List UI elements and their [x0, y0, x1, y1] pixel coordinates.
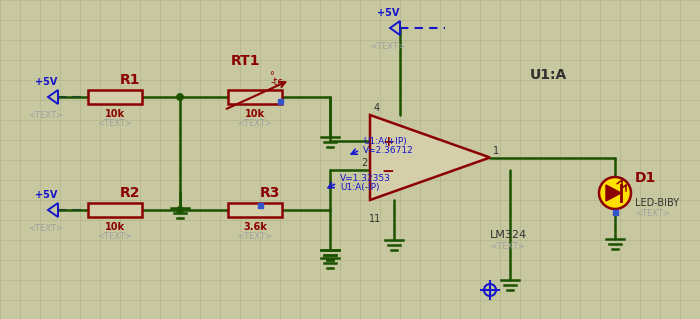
Text: 10k: 10k: [105, 109, 125, 119]
Text: <TEXT>: <TEXT>: [97, 119, 132, 128]
Text: U1:A: U1:A: [530, 68, 567, 82]
Text: R2: R2: [120, 186, 141, 200]
Text: −: −: [382, 164, 394, 179]
Text: V=1.32353: V=1.32353: [340, 174, 391, 183]
Text: <TEXT>: <TEXT>: [97, 232, 132, 241]
Text: 2: 2: [360, 158, 367, 168]
Text: +5V: +5V: [35, 77, 57, 87]
Text: <TEXT>: <TEXT>: [237, 232, 272, 241]
Text: D1: D1: [635, 171, 657, 185]
Text: RT1: RT1: [230, 54, 260, 68]
Circle shape: [599, 177, 631, 209]
Text: R1: R1: [120, 73, 141, 87]
Bar: [612, 210, 617, 214]
Text: U1:A(+IP): U1:A(+IP): [363, 137, 407, 146]
Text: <TEXT>: <TEXT>: [635, 209, 670, 218]
Text: -tc: -tc: [271, 77, 284, 87]
Text: +5V: +5V: [377, 8, 399, 18]
Text: <TEXT>: <TEXT>: [370, 42, 405, 51]
Text: 4: 4: [374, 103, 380, 113]
Text: R3: R3: [260, 186, 281, 200]
Text: +: +: [382, 135, 394, 149]
Text: 3.6k: 3.6k: [243, 222, 267, 232]
Text: <TEXT>: <TEXT>: [490, 242, 525, 251]
Text: 10k: 10k: [105, 222, 125, 232]
Polygon shape: [370, 115, 490, 200]
Bar: [88, 203, 142, 217]
Circle shape: [177, 207, 183, 213]
Text: 11: 11: [369, 214, 381, 224]
Bar: [258, 203, 262, 207]
Text: 1: 1: [493, 145, 499, 155]
Text: LM324: LM324: [490, 230, 527, 240]
Text: <TEXT>: <TEXT>: [29, 224, 64, 233]
Text: V=2.36712: V=2.36712: [363, 146, 414, 155]
Bar: [228, 90, 282, 104]
Text: LED-BIBY: LED-BIBY: [635, 198, 679, 208]
Text: <TEXT>: <TEXT>: [29, 111, 64, 120]
Bar: [228, 203, 282, 217]
Text: U1:A(-IP): U1:A(-IP): [340, 183, 379, 192]
Bar: [88, 90, 142, 104]
Polygon shape: [606, 185, 621, 201]
Text: +5V: +5V: [35, 190, 57, 200]
Bar: [277, 99, 283, 103]
Text: <TEXT>: <TEXT>: [237, 119, 272, 128]
Text: °: °: [269, 71, 274, 81]
Circle shape: [177, 94, 183, 100]
Text: 10k: 10k: [245, 109, 265, 119]
